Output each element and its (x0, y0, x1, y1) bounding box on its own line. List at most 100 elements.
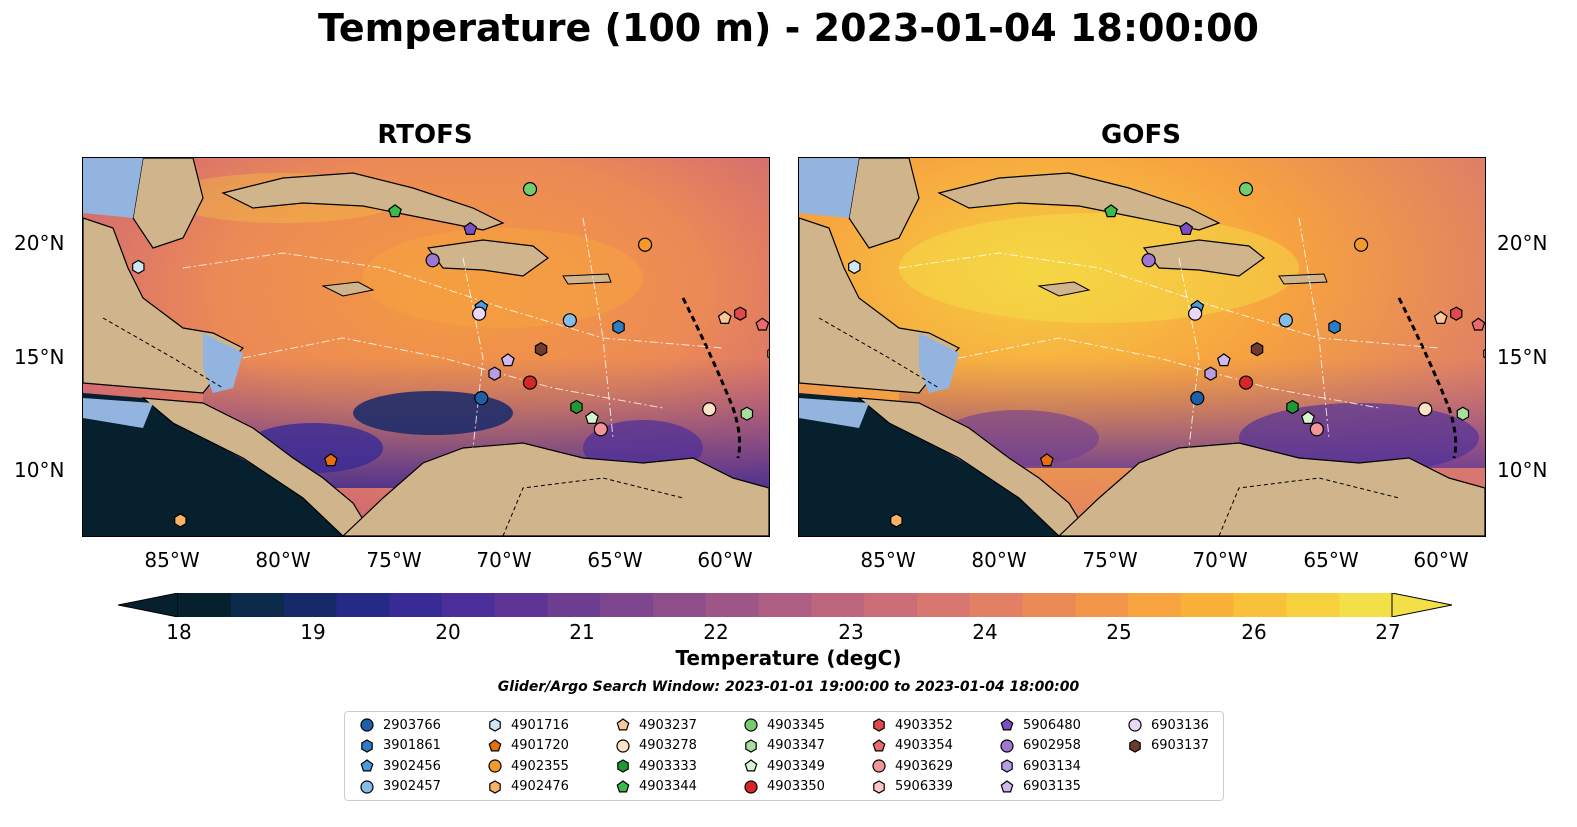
legend-marker-4903333 (617, 759, 629, 773)
float-marker-4903344[interactable] (388, 204, 402, 218)
float-marker-4902355[interactable] (637, 237, 653, 252)
legend-item-4903333: 4903333 (615, 756, 697, 776)
legend-label: 4903278 (639, 738, 697, 753)
float-marker-5906339[interactable] (767, 347, 769, 360)
legend-label: 3901861 (383, 738, 441, 753)
colorbar-tick-26: 26 (1241, 620, 1267, 644)
float-marker-6903135[interactable] (500, 353, 515, 367)
float-marker-2903766[interactable] (474, 391, 489, 406)
colorbar-segment (600, 593, 654, 617)
colorbar-segment (178, 593, 232, 617)
land-puerto-rico (1278, 273, 1328, 285)
float-marker-4902355[interactable] (1353, 237, 1369, 252)
legend-marker-4903352 (873, 718, 885, 732)
float-marker-4903278[interactable] (1418, 402, 1433, 417)
float-marker-4903629[interactable] (1309, 422, 1324, 437)
float-markers-rtofs[interactable] (132, 182, 769, 528)
float-marker-4903345[interactable] (522, 182, 538, 197)
float-marker-4902476[interactable] (890, 513, 903, 528)
float-marker-4903347[interactable] (1456, 406, 1470, 421)
float-marker-4903349[interactable] (585, 410, 599, 425)
float-marker-5906480[interactable] (463, 221, 478, 236)
float-marker-4901720[interactable] (323, 453, 338, 467)
float-marker-4903354[interactable] (1471, 317, 1485, 331)
colorbar-tick-19: 19 (300, 620, 326, 644)
float-marker-4903352[interactable] (1449, 306, 1463, 321)
float-marker-6903135[interactable] (1216, 353, 1231, 367)
float-marker-4901716[interactable] (848, 259, 861, 275)
map-gofs-svg (799, 158, 1485, 536)
float-marker-4901716[interactable] (132, 259, 145, 275)
float-marker-3902457[interactable] (1278, 313, 1293, 328)
colorbar-segment (653, 593, 707, 617)
eez-boundary (462, 257, 484, 449)
land-jamaica (1037, 281, 1091, 297)
float-marker-4903333[interactable] (1286, 399, 1299, 415)
float-marker-4903350[interactable] (1238, 375, 1254, 390)
legend-item-2903766: 2903766 (359, 715, 441, 735)
float-marker-6903137[interactable] (534, 342, 548, 357)
legend-item-4903345: 4903345 (743, 715, 825, 735)
legend-item-6903137: 6903137 (1127, 736, 1209, 756)
float-marker-6903134[interactable] (488, 366, 501, 381)
float-markers-gofs[interactable] (848, 182, 1485, 528)
shelf-pacific (799, 398, 869, 428)
float-marker-4901720[interactable] (1039, 453, 1054, 467)
float-marker-6903137[interactable] (1250, 342, 1264, 357)
lon-tick-gofs-85: 85°W (860, 548, 916, 572)
float-marker-4903347[interactable] (740, 406, 754, 421)
cool-eddy (1239, 403, 1479, 473)
float-marker-6902958[interactable] (1141, 253, 1156, 268)
legend-label: 4903352 (895, 717, 953, 733)
lesser-antilles (1397, 297, 1458, 459)
country-border (102, 317, 224, 389)
float-marker-4903354[interactable] (755, 317, 769, 331)
country-border (818, 317, 940, 389)
legend-item-6903134: 6903134 (999, 756, 1081, 776)
float-marker-6902958[interactable] (425, 253, 440, 268)
legend-marker-5906480 (1000, 718, 1014, 731)
float-marker-4903345[interactable] (1238, 182, 1254, 197)
map-panel-rtofs[interactable] (82, 157, 770, 537)
float-marker-3901861[interactable] (612, 319, 625, 335)
float-marker-4903350[interactable] (522, 375, 538, 390)
map-rtofs-svg (83, 158, 769, 536)
float-marker-4903629[interactable] (593, 422, 608, 437)
legend-item-4903237: 4903237 (615, 715, 697, 735)
float-marker-4903333[interactable] (570, 399, 583, 415)
float-marker-4903352[interactable] (733, 306, 747, 321)
float-marker-4903237[interactable] (717, 310, 732, 324)
float-marker-4903278[interactable] (702, 402, 717, 417)
legend-marker-4903349 (744, 759, 758, 772)
legend-marker-4903350 (744, 779, 758, 794)
lat-tick-left-20: 20°N (14, 231, 65, 255)
legend-marker-4902476 (489, 779, 501, 794)
colorbar-extend-max (1391, 592, 1453, 618)
float-marker-5906339[interactable] (1483, 347, 1485, 360)
search-window-note: Glider/Argo Search Window: 2023-01-01 19… (497, 679, 1080, 695)
float-marker-3902457[interactable] (562, 313, 577, 328)
legend-marker-6903134 (1001, 759, 1013, 773)
float-marker-3901861[interactable] (1328, 319, 1341, 335)
legend-item-6902958: 6902958 (999, 736, 1081, 756)
float-marker-4902476[interactable] (174, 513, 187, 528)
float-marker-4903237[interactable] (1433, 310, 1448, 324)
float-marker-6903136[interactable] (1188, 306, 1203, 321)
legend-marker-4903354 (872, 738, 886, 751)
float-marker-2903766[interactable] (1190, 391, 1205, 406)
float-marker-5906480[interactable] (1179, 221, 1194, 236)
legend-item-4903344: 4903344 (615, 777, 697, 797)
map-panel-gofs[interactable] (798, 157, 1486, 537)
legend-label: 4903344 (639, 779, 697, 794)
colorbar-segment (1339, 593, 1393, 617)
float-marker-4903344[interactable] (1104, 204, 1118, 218)
float-marker-6903134[interactable] (1204, 366, 1217, 381)
colorbar (117, 592, 1453, 621)
legend-item-5906480: 5906480 (999, 715, 1081, 735)
legend-label: 3902457 (383, 779, 441, 794)
float-legend: 2903766 3901861 3902456 3902457 4901716 49017… (344, 711, 1224, 801)
eez-boundary (1298, 217, 1330, 439)
float-marker-6903136[interactable] (472, 306, 487, 321)
colorbar-tick-24: 24 (972, 620, 998, 644)
float-marker-4903349[interactable] (1301, 410, 1315, 425)
